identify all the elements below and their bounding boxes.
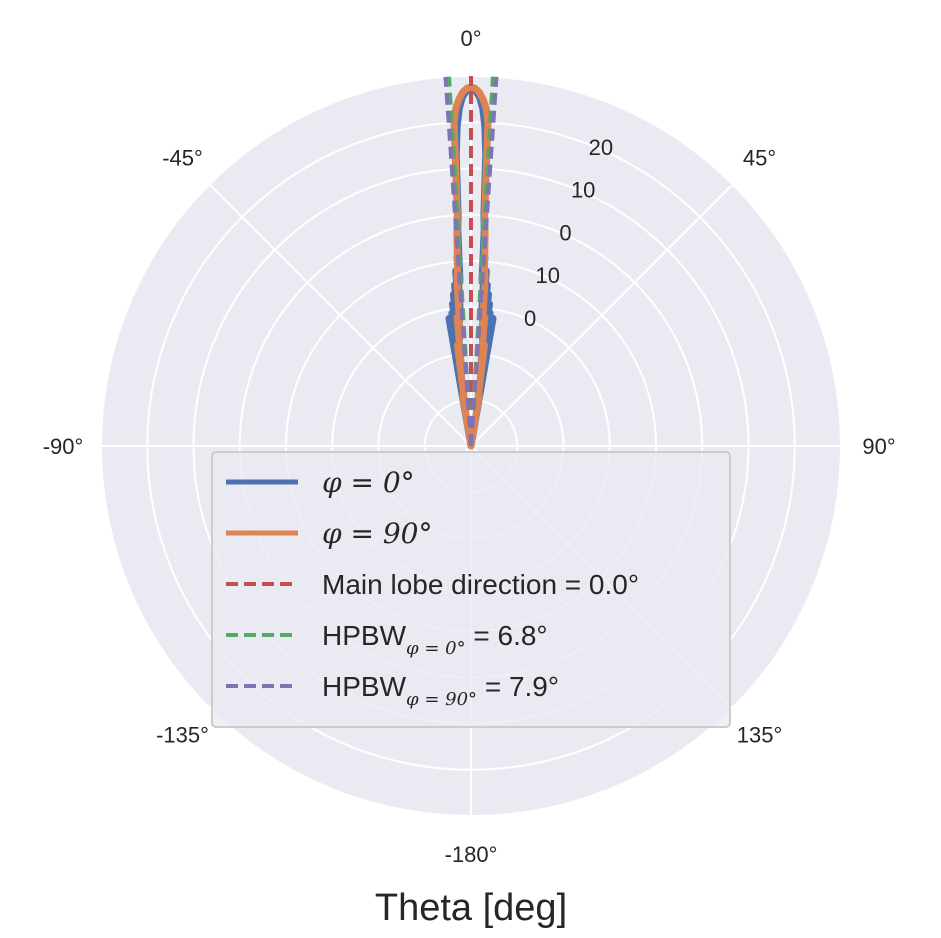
legend-entry-label: φ = 0°: [322, 466, 415, 499]
angle-tick-label: -90°: [43, 434, 84, 459]
angular-gridline: [470, 183, 734, 447]
legend: φ = 0° φ = 90° Main lobe direction = 0.0° H…: [211, 451, 731, 728]
angle-tick-label: 0°: [460, 26, 481, 51]
radial-tick-label: 10: [571, 178, 595, 203]
series-layer: [443, 76, 499, 450]
angle-tick-label: 135°: [737, 722, 783, 747]
angle-tick-label: -45°: [162, 146, 203, 171]
legend-entry-label: HPBWφ = 0° = 6.8°: [322, 620, 548, 659]
radial-tick-label: 20: [589, 135, 613, 160]
series-line-4-b: [469, 76, 499, 447]
angle-tick-labels: 0° 45° 90° 135° -180° -135° -90° -45°: [43, 26, 896, 867]
legend-entry-label: HPBWφ = 90° = 7.9°: [322, 671, 559, 710]
legend-box: [211, 451, 731, 728]
angle-tick-label: -180°: [445, 842, 498, 867]
angular-gridline: [208, 183, 472, 447]
angle-tick-label: 45°: [743, 146, 776, 171]
legend-entry-label: Main lobe direction = 0.0°: [322, 569, 639, 600]
radial-tick-label: 0: [559, 220, 571, 245]
series-line-4: [443, 76, 473, 447]
angle-tick-label: -135°: [156, 722, 209, 747]
series-line-1: [450, 83, 492, 450]
legend-entry-label: φ = 90°: [322, 517, 433, 550]
radial-tick-label: 10: [536, 263, 560, 288]
x-axis-label: Theta [deg]: [375, 887, 567, 929]
angle-tick-label: 90°: [862, 434, 895, 459]
radial-tick-label: 0: [524, 306, 536, 331]
